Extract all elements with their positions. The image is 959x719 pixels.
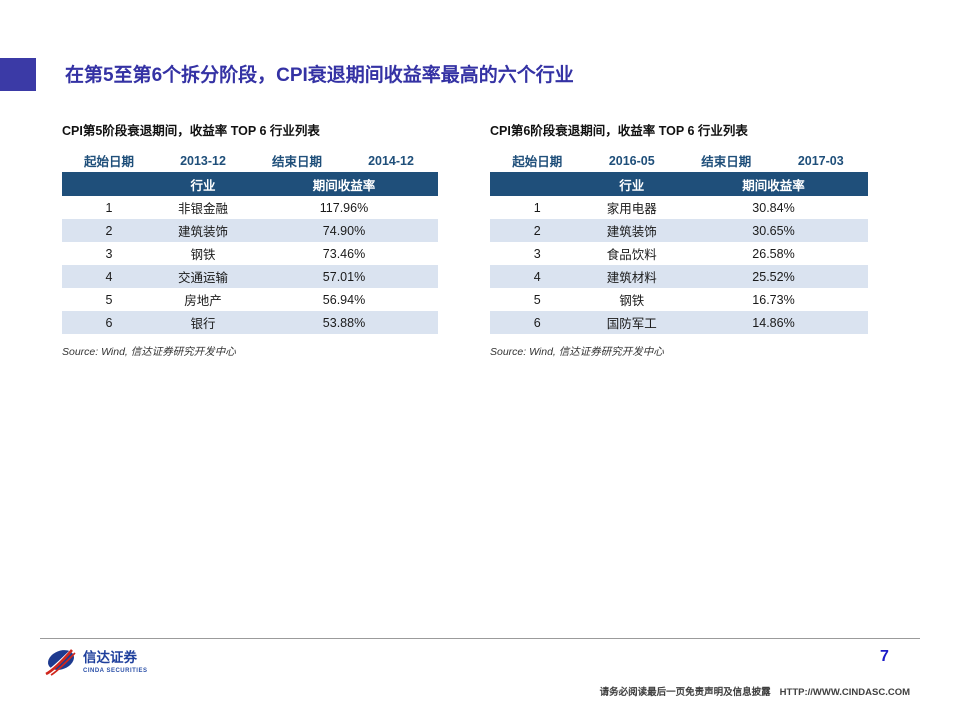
stage6-header-row: 行业 期间收益率: [490, 172, 868, 196]
start-date-label: 起始日期: [62, 149, 156, 172]
return-cell: 30.84%: [679, 196, 868, 219]
return-cell: 30.65%: [679, 219, 868, 242]
logo-red-swoosh-2: [50, 652, 76, 676]
stage5-table: 起始日期 2013-12 结束日期 2014-12 行业 期间收益率 1 非银金…: [62, 149, 438, 334]
table-row: 5 房地产 56.94%: [62, 288, 438, 311]
industry-cell: 建筑装饰: [156, 219, 250, 242]
table-row: 6 银行 53.88%: [62, 311, 438, 334]
stage5-table-title: CPI第5阶段衰退期间，收益率 TOP 6 行业列表: [62, 124, 320, 138]
table-row: 3 钢铁 73.46%: [62, 242, 438, 265]
rank-cell: 4: [62, 265, 156, 288]
stage5-source-note: Source: Wind, 信达证券研究开发中心: [62, 346, 236, 358]
return-cell: 74.90%: [250, 219, 438, 242]
rank-cell: 3: [490, 242, 585, 265]
return-cell: 73.46%: [250, 242, 438, 265]
table-row: 1 非银金融 117.96%: [62, 196, 438, 219]
stage5-table-body: 1 非银金融 117.96% 2 建筑装饰 74.90% 3 钢铁 73.46%…: [62, 196, 438, 334]
rank-column-header: [62, 172, 156, 196]
table-row: 4 交通运输 57.01%: [62, 265, 438, 288]
stage6-table-body: 1 家用电器 30.84% 2 建筑装饰 30.65% 3 食品饮料 26.58…: [490, 196, 868, 334]
table-row: 1 家用电器 30.84%: [490, 196, 868, 219]
rank-column-header: [490, 172, 585, 196]
industry-cell: 家用电器: [584, 196, 679, 219]
return-cell: 25.52%: [679, 265, 868, 288]
stage6-table: 起始日期 2016-05 结束日期 2017-03 行业 期间收益率 1 家用电…: [490, 149, 868, 334]
start-date-value: 2013-12: [156, 149, 250, 172]
table-row: 3 食品饮料 26.58%: [490, 242, 868, 265]
end-date-value: 2014-12: [344, 149, 438, 172]
disclaimer-text: 请务必阅读最后一页免责声明及信息披露: [599, 687, 771, 698]
stage5-date-row: 起始日期 2013-12 结束日期 2014-12: [62, 149, 438, 172]
stage6-table-block: CPI第6阶段衰退期间，收益率 TOP 6 行业列表 起始日期 2016-05 …: [490, 120, 868, 359]
rank-cell: 1: [62, 196, 156, 219]
footer-divider: [40, 638, 920, 639]
rank-cell: 5: [62, 288, 156, 311]
rank-cell: 2: [490, 219, 585, 242]
industry-cell: 房地产: [156, 288, 250, 311]
table-row: 4 建筑材料 25.52%: [490, 265, 868, 288]
industry-column-header: 行业: [156, 172, 250, 196]
stage5-table-block: CPI第5阶段衰退期间，收益率 TOP 6 行业列表 起始日期 2013-12 …: [62, 120, 438, 359]
industry-cell: 钢铁: [584, 288, 679, 311]
end-date-value: 2017-03: [773, 149, 868, 172]
start-date-label: 起始日期: [490, 149, 585, 172]
return-column-header: 期间收益率: [250, 172, 438, 196]
return-cell: 57.01%: [250, 265, 438, 288]
page-number: 7: [880, 648, 889, 665]
footer-disclaimer: 请务必阅读最后一页免责声明及信息披露 HTTP://WWW.CINDASC.COM: [600, 684, 910, 698]
page-title: 在第5至第6个拆分阶段，CPI衰退期间收益率最高的六个行业: [65, 65, 574, 86]
industry-cell: 建筑装饰: [584, 219, 679, 242]
logo-text-cn: 信达证券: [83, 649, 137, 665]
rank-cell: 5: [490, 288, 585, 311]
rank-cell: 3: [62, 242, 156, 265]
industry-cell: 交通运输: [156, 265, 250, 288]
footer-url: HTTP://WWW.CINDASC.COM: [779, 687, 910, 698]
table-row: 6 国防军工 14.86%: [490, 311, 868, 334]
stage5-header-row: 行业 期间收益率: [62, 172, 438, 196]
stage6-source-note: Source: Wind, 信达证券研究开发中心: [490, 346, 664, 358]
rank-cell: 6: [490, 311, 585, 334]
logo-red-swoosh: [45, 649, 73, 676]
industry-cell: 食品饮料: [584, 242, 679, 265]
end-date-label: 结束日期: [679, 149, 774, 172]
industry-cell: 非银金融: [156, 196, 250, 219]
cinda-logo-graphic: 信达证券 CINDA SECURITIES: [45, 648, 147, 676]
return-cell: 53.88%: [250, 311, 438, 334]
industry-cell: 银行: [156, 311, 250, 334]
return-column-header: 期间收益率: [679, 172, 868, 196]
rank-cell: 1: [490, 196, 585, 219]
table-row: 2 建筑装饰 74.90%: [62, 219, 438, 242]
table-row: 5 钢铁 16.73%: [490, 288, 868, 311]
return-cell: 14.86%: [679, 311, 868, 334]
stage6-table-title: CPI第6阶段衰退期间，收益率 TOP 6 行业列表: [490, 124, 748, 138]
end-date-label: 结束日期: [250, 149, 344, 172]
rank-cell: 4: [490, 265, 585, 288]
accent-square: [0, 58, 36, 91]
industry-cell: 建筑材料: [584, 265, 679, 288]
return-cell: 16.73%: [679, 288, 868, 311]
stage6-date-row: 起始日期 2016-05 结束日期 2017-03: [490, 149, 868, 172]
industry-cell: 国防军工: [584, 311, 679, 334]
logo-text-en: CINDA SECURITIES: [83, 668, 147, 674]
return-cell: 117.96%: [250, 196, 438, 219]
return-cell: 26.58%: [679, 242, 868, 265]
rank-cell: 6: [62, 311, 156, 334]
cinda-logo: 信达证券 CINDA SECURITIES: [45, 644, 155, 683]
rank-cell: 2: [62, 219, 156, 242]
industry-column-header: 行业: [584, 172, 679, 196]
start-date-value: 2016-05: [584, 149, 679, 172]
table-row: 2 建筑装饰 30.65%: [490, 219, 868, 242]
industry-cell: 钢铁: [156, 242, 250, 265]
return-cell: 56.94%: [250, 288, 438, 311]
